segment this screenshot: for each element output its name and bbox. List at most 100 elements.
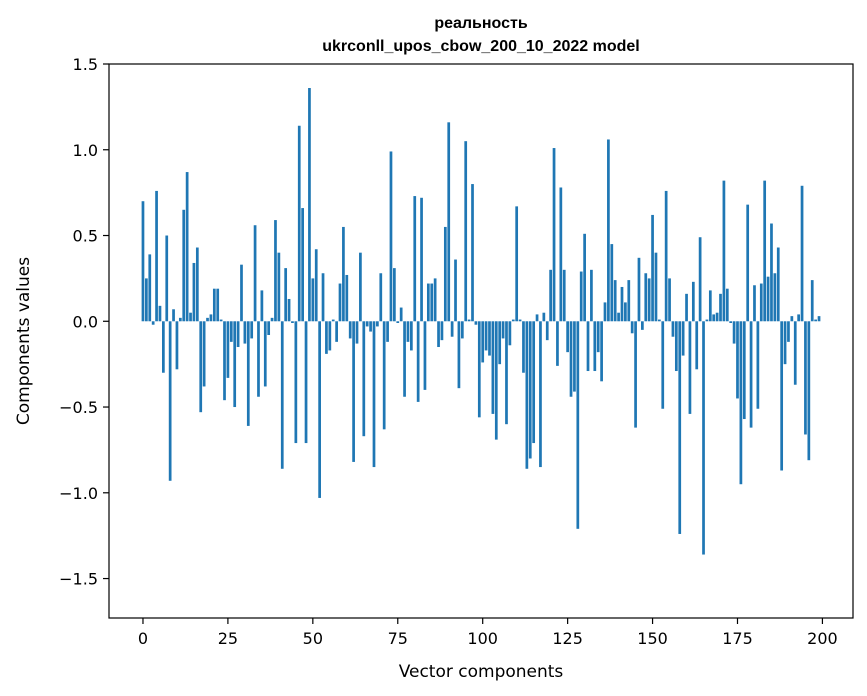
bar (814, 319, 817, 322)
bar (280, 321, 284, 469)
bar (797, 314, 800, 322)
bar (576, 321, 580, 529)
bar (620, 286, 624, 322)
bar (749, 321, 753, 428)
bar (610, 244, 614, 322)
bar (607, 139, 610, 322)
bar (359, 252, 362, 322)
bar (287, 298, 291, 322)
y-axis-label: Components values (14, 257, 34, 425)
bar (284, 268, 288, 322)
bar (192, 262, 196, 322)
bar (722, 180, 726, 322)
bar (352, 321, 355, 462)
bar (807, 321, 811, 461)
bar (508, 321, 512, 346)
bar (301, 208, 304, 322)
bar (766, 276, 770, 322)
x-tick-label: 175 (722, 629, 753, 648)
bar (746, 204, 750, 322)
bar (206, 317, 209, 322)
x-tick-label: 150 (637, 629, 668, 648)
bar (243, 321, 247, 344)
bar (695, 321, 699, 370)
bar (386, 321, 389, 342)
bar (702, 321, 705, 555)
bar (787, 321, 790, 342)
bar (505, 321, 508, 425)
bars-group (141, 88, 821, 555)
bar (460, 321, 464, 339)
bar (450, 321, 454, 337)
bar (199, 321, 203, 413)
x-tick-label: 125 (552, 629, 583, 648)
bar (556, 321, 559, 366)
bar (678, 321, 682, 534)
y-tick-label: −0.5 (59, 398, 98, 417)
bar (297, 125, 301, 322)
bar (668, 278, 671, 322)
bar (362, 321, 366, 437)
bar (148, 254, 152, 322)
bar (708, 290, 712, 322)
x-tick-label: 100 (467, 629, 498, 648)
bar (515, 206, 519, 322)
bar (223, 321, 226, 401)
bar (644, 273, 648, 322)
bar (257, 321, 260, 397)
bar (674, 321, 678, 372)
bar (501, 321, 505, 339)
bar (291, 321, 294, 323)
bar (331, 319, 335, 322)
bar (226, 321, 230, 378)
bar (600, 321, 603, 382)
bar (355, 321, 359, 344)
bar (403, 321, 406, 397)
bar (562, 269, 566, 322)
bar (274, 220, 277, 322)
bar (246, 321, 250, 426)
bar (498, 321, 502, 365)
bar (267, 321, 271, 335)
bar (430, 283, 434, 322)
bar (437, 321, 440, 348)
bar (474, 321, 478, 325)
bar (658, 319, 661, 322)
bar (641, 321, 644, 330)
bar (613, 280, 617, 322)
bar (518, 319, 522, 322)
bar (342, 226, 345, 322)
bar (209, 314, 213, 322)
bar (406, 321, 410, 342)
bar (651, 214, 654, 322)
bar (593, 321, 597, 372)
bar (590, 269, 593, 322)
bar (141, 201, 145, 322)
bar (263, 321, 267, 387)
bar (321, 273, 325, 322)
bar (240, 264, 243, 322)
bar (365, 321, 369, 327)
bar (691, 281, 695, 322)
bar (549, 269, 552, 322)
y-tick-label: 0.0 (73, 312, 98, 331)
bar (637, 257, 641, 322)
plot-frame (108, 63, 854, 619)
bar (185, 172, 189, 322)
bar (423, 321, 427, 390)
bar (596, 321, 600, 353)
bar (817, 316, 821, 322)
x-axis-ticks: 0 25 50 75 100 125 150 175 200 (138, 618, 838, 648)
x-tick-label: 0 (138, 629, 148, 648)
bar (736, 321, 739, 399)
bar (382, 321, 386, 430)
bar (617, 312, 620, 322)
bar (715, 312, 719, 322)
bar (494, 321, 498, 440)
bar (685, 293, 688, 322)
bar (294, 321, 298, 444)
bar (511, 319, 515, 322)
bar (420, 197, 423, 322)
chart-title: реальность (434, 15, 528, 32)
bar (454, 259, 457, 322)
